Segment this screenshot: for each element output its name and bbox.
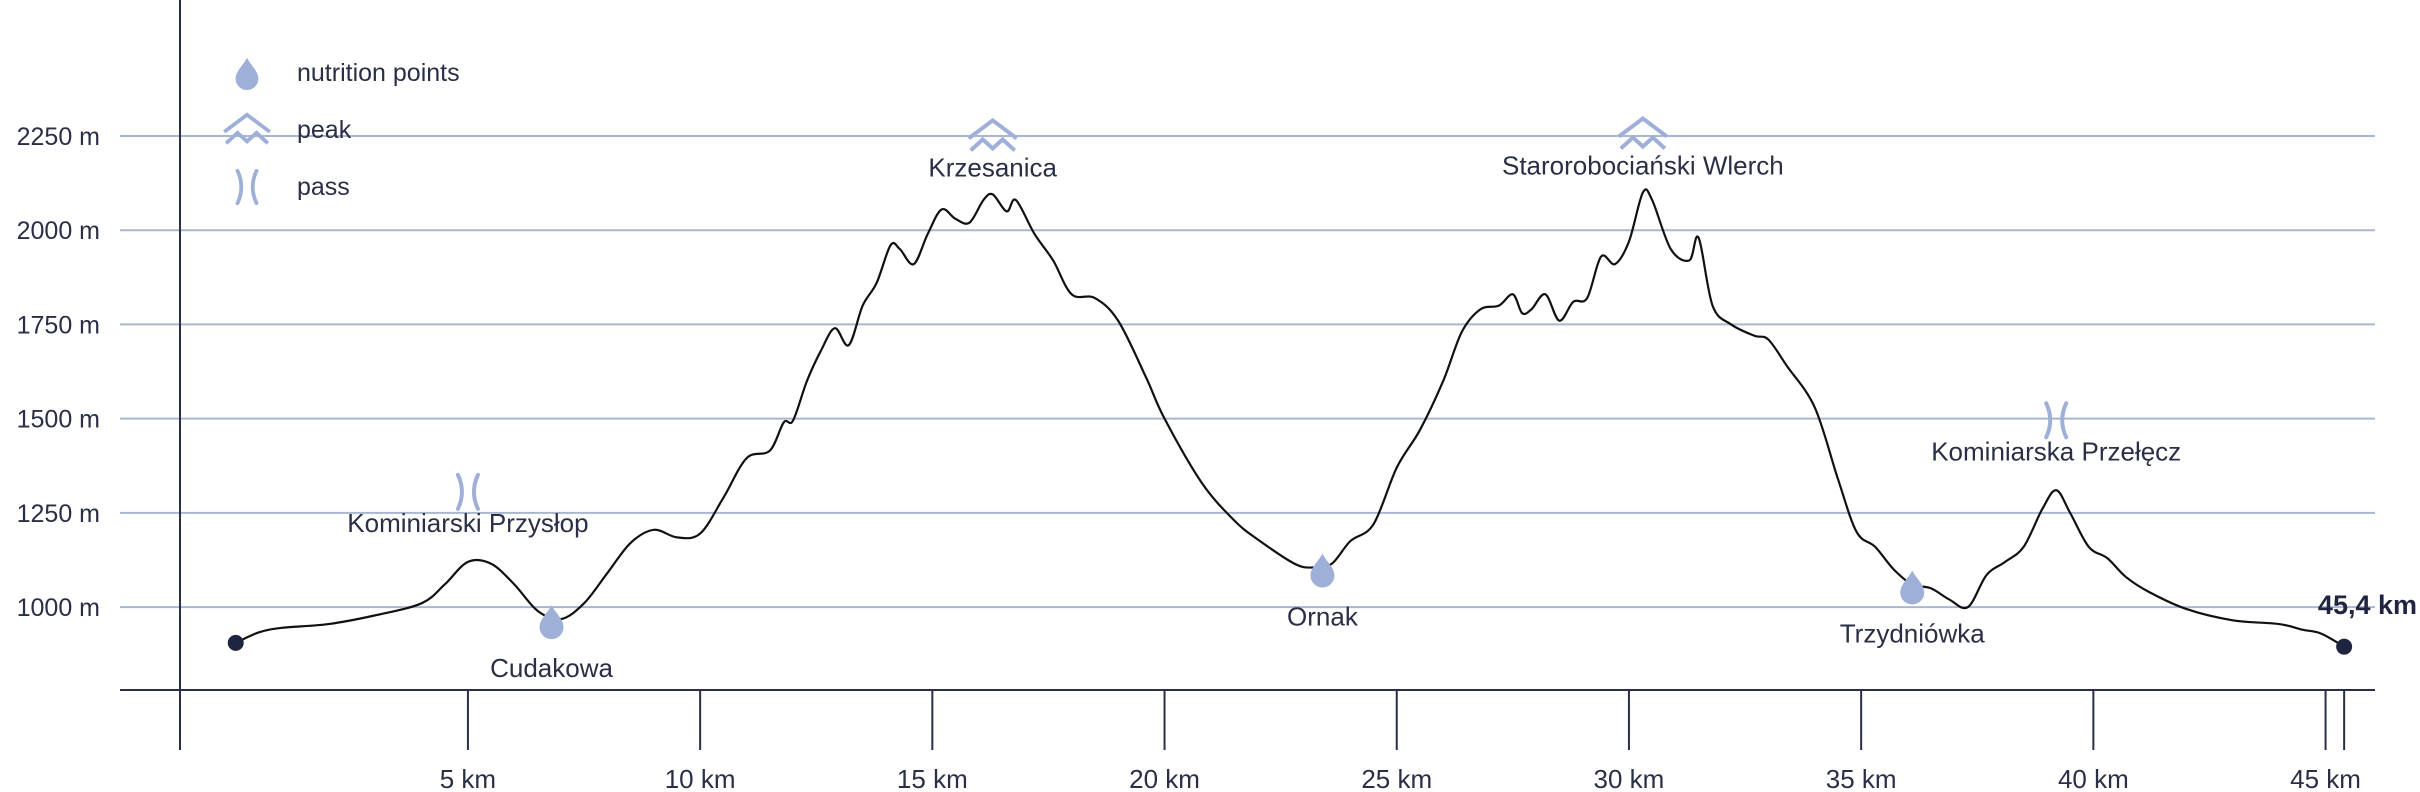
drop-icon (235, 57, 259, 91)
poi-peak: Starorobociański Wlerch (1502, 116, 1784, 181)
x-tick-label: 10 km (665, 764, 736, 792)
pass-icon-right (471, 472, 480, 511)
poi-label: Krzesanica (928, 152, 1057, 182)
x-tick-label: 20 km (1129, 764, 1200, 792)
axes: 5 km 10 km 15 km 20 km 25 km 30 km 35 km 40 km 4… (120, 0, 2375, 792)
gridlines: 1000 m 1250 m 1500 m 1750 m 2000 m 2250 m (17, 123, 2375, 622)
legend: nutrition points peak pass (223, 57, 460, 206)
peak-icon-inner (224, 130, 270, 145)
drop-icon (539, 605, 564, 640)
x-tick-label: 25 km (1361, 764, 1432, 792)
poi-label: Cudakowa (490, 653, 613, 683)
pass-icon-left (2044, 401, 2053, 440)
points-of-interest: Kominiarski Przysłop Cudakowa Krzesanica Or… (347, 116, 2181, 683)
peak-icon-inner (1619, 134, 1667, 150)
poi-nutrition: Ornak (1287, 553, 1359, 632)
y-tick-label: 1500 m (17, 406, 100, 434)
route-length-label: 45,4 km (2318, 590, 2417, 620)
poi-peak: Krzesanica (928, 117, 1058, 182)
peak-icon (223, 112, 271, 145)
legend-label: peak (297, 116, 352, 144)
peak-icon-outer (967, 117, 1018, 141)
pass-icon-left (235, 168, 244, 206)
x-tick-label: 35 km (1826, 764, 1897, 792)
peak-icon-outer (1617, 116, 1669, 139)
x-tick-label: 30 km (1594, 764, 1665, 792)
y-tick-label: 2000 m (17, 217, 100, 245)
legend-item: pass (235, 168, 350, 206)
x-tick-label: 40 km (2058, 764, 2129, 792)
poi-label: Kominiarska Przełęcz (1931, 436, 2181, 466)
pass-icon (455, 472, 480, 511)
pass-icon-left (455, 472, 464, 511)
peak-icon (967, 117, 1018, 152)
poi-label: Starorobociański Wlerch (1502, 151, 1784, 181)
legend-item: peak (223, 112, 352, 145)
legend-item: nutrition points (235, 57, 460, 91)
x-tick-label: 45 km (2290, 764, 2361, 792)
legend-label: nutrition points (297, 59, 460, 87)
y-tick-label: 1250 m (17, 500, 100, 528)
drop-icon (1310, 553, 1335, 588)
y-tick-label: 1750 m (17, 311, 100, 339)
pass-icon-right (250, 168, 259, 206)
poi-label: Kominiarski Przysłop (347, 508, 588, 538)
y-tick-label: 1000 m (17, 594, 100, 622)
y-tick-label: 2250 m (17, 123, 100, 151)
elevation-line: 45,4 km (227, 188, 2417, 655)
poi-label: Trzydniówka (1840, 618, 1986, 648)
legend-label: pass (297, 173, 350, 201)
pass-icon-right (2060, 401, 2069, 440)
drop-icon (1900, 570, 1925, 605)
elevation-profile-line (235, 188, 2345, 648)
peak-icon-inner (969, 136, 1017, 152)
poi-nutrition: Trzydniówka (1840, 570, 1986, 648)
x-tick-label: 5 km (440, 764, 496, 792)
poi-nutrition: Cudakowa (490, 605, 613, 683)
pass-icon (2044, 401, 2069, 440)
end-point-dot (2336, 638, 2353, 655)
start-point-dot (227, 634, 244, 651)
peak-icon-outer (223, 112, 271, 134)
poi-pass: Kominiarska Przełęcz (1931, 401, 2181, 466)
poi-label: Ornak (1287, 602, 1359, 632)
pass-icon (235, 168, 259, 206)
poi-pass: Kominiarski Przysłop (347, 472, 589, 538)
x-tick-label: 15 km (897, 764, 968, 792)
peak-icon (1617, 116, 1669, 150)
